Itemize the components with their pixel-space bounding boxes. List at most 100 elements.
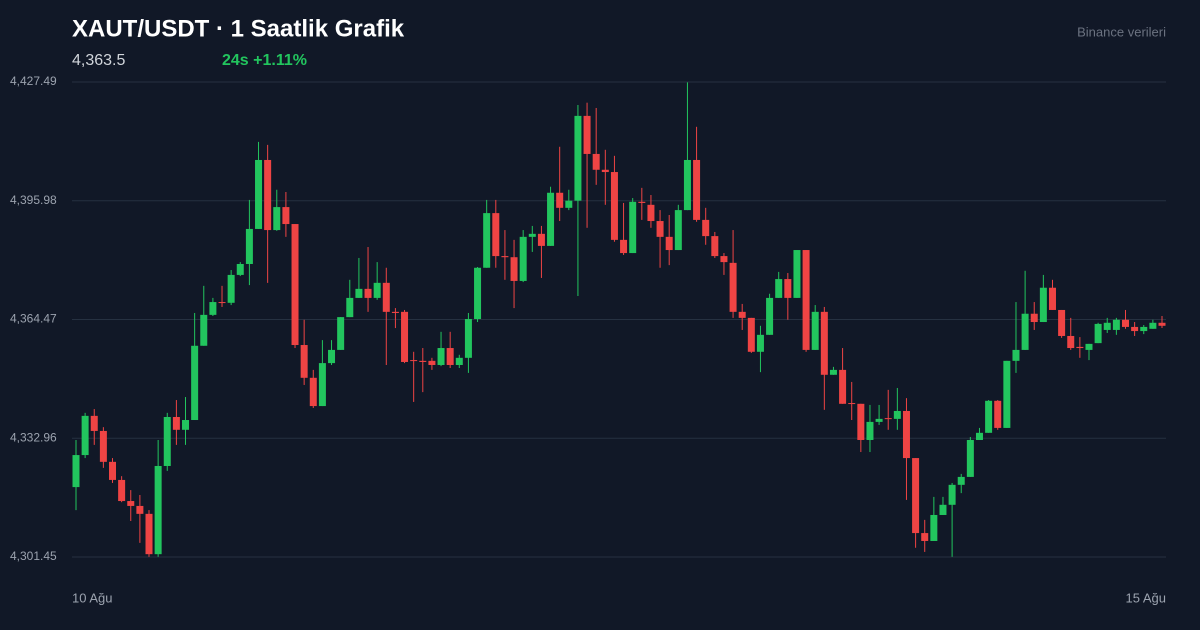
x-tick-label: 15 Ağu	[1126, 590, 1167, 605]
candle-body	[218, 302, 226, 304]
candle-body	[829, 369, 837, 375]
candle-body	[391, 311, 399, 313]
candle-body	[738, 311, 746, 318]
candle-body	[884, 418, 892, 420]
candle-body	[264, 159, 272, 231]
candle-body	[1067, 335, 1075, 349]
candle-body	[519, 236, 527, 281]
candle-body	[674, 210, 682, 251]
candle-body	[966, 439, 974, 477]
candle-body	[200, 314, 208, 346]
candle-body	[802, 250, 810, 350]
price-change: 24s +1.11%	[222, 52, 307, 69]
candle-body	[182, 420, 190, 430]
candle-body	[729, 262, 737, 312]
candle-body	[437, 348, 445, 365]
x-tick-label: 10 Ağu	[72, 590, 113, 605]
candle-body	[81, 415, 89, 456]
candle-body	[930, 514, 938, 541]
candle-body	[592, 153, 600, 170]
candle-body	[556, 192, 564, 208]
candle-body	[364, 288, 372, 298]
candle-body	[547, 192, 555, 246]
candle-body	[820, 311, 828, 375]
candle-body	[72, 455, 80, 488]
candle-body	[975, 432, 983, 440]
candle-body	[501, 256, 509, 258]
y-tick-label: 4,427.49	[10, 74, 57, 88]
candle-body	[1039, 287, 1047, 323]
candle-body	[1030, 313, 1038, 323]
candle-body	[766, 297, 774, 335]
candle-body	[537, 233, 545, 246]
candle-body	[355, 288, 363, 298]
y-tick-label: 4,332.96	[10, 430, 57, 444]
candle-body	[136, 505, 144, 514]
plot-area	[72, 82, 1166, 557]
candle-body	[1003, 360, 1011, 428]
candle-body	[90, 415, 98, 431]
candle-body	[328, 349, 336, 364]
y-tick-label: 4,301.45	[10, 549, 57, 563]
candle-body	[610, 172, 618, 240]
candle-body	[282, 207, 290, 225]
candle-body	[428, 360, 436, 365]
candle-body	[756, 334, 764, 352]
candle-body	[172, 416, 180, 430]
candle-body	[994, 400, 1002, 428]
candle-body	[629, 201, 637, 254]
candle-body	[720, 256, 728, 263]
candle-body	[620, 239, 628, 254]
candle-body	[209, 302, 217, 315]
candle-body	[492, 213, 500, 257]
candle-body	[1158, 322, 1166, 326]
candle-body	[948, 484, 956, 505]
candle-body	[382, 282, 390, 312]
candle-body	[693, 159, 701, 220]
candle-body	[410, 360, 418, 362]
candle-body	[1076, 346, 1084, 349]
candle-body	[647, 204, 655, 222]
chart-title: XAUT/USDT · 1 Saatlik Grafik	[72, 15, 405, 42]
candle-body	[474, 267, 482, 320]
y-tick-label: 4,395.98	[10, 193, 57, 207]
candle-body	[483, 213, 491, 268]
candle-body	[702, 219, 710, 237]
candle-body	[1048, 287, 1056, 310]
candle-body	[711, 236, 719, 257]
candle-body	[747, 317, 755, 352]
candle-body	[455, 357, 463, 365]
candle-body	[912, 458, 920, 534]
candle-body	[875, 418, 883, 422]
candle-body	[227, 274, 235, 303]
candle-body	[419, 360, 427, 362]
candle-body	[857, 403, 865, 440]
candle-body	[1121, 319, 1129, 327]
candle-body	[957, 476, 965, 485]
grid: 4,301.45 4,332.96 4,364.47 4,395.98 4,427.49…	[10, 74, 1166, 605]
candle-body	[793, 250, 801, 298]
candle-body	[255, 159, 263, 229]
candle-body	[127, 501, 135, 506]
candle-body	[1103, 322, 1111, 330]
candle-body	[109, 461, 117, 480]
candle-body	[401, 311, 409, 362]
candle-body	[1012, 349, 1020, 361]
candle-body	[118, 479, 126, 502]
candle-body	[656, 221, 664, 237]
candle-body	[665, 236, 673, 251]
candle-body	[145, 513, 153, 555]
candle-body	[784, 279, 792, 298]
candle-body	[99, 430, 107, 462]
candle-body	[893, 410, 901, 419]
candle-body	[291, 224, 299, 346]
candle-body	[446, 348, 454, 365]
candle-body	[154, 465, 162, 555]
candle-body	[510, 257, 518, 281]
candle-body	[1021, 313, 1029, 350]
candle-body	[638, 201, 646, 203]
candle-body	[866, 421, 874, 440]
candle-body	[236, 263, 244, 275]
